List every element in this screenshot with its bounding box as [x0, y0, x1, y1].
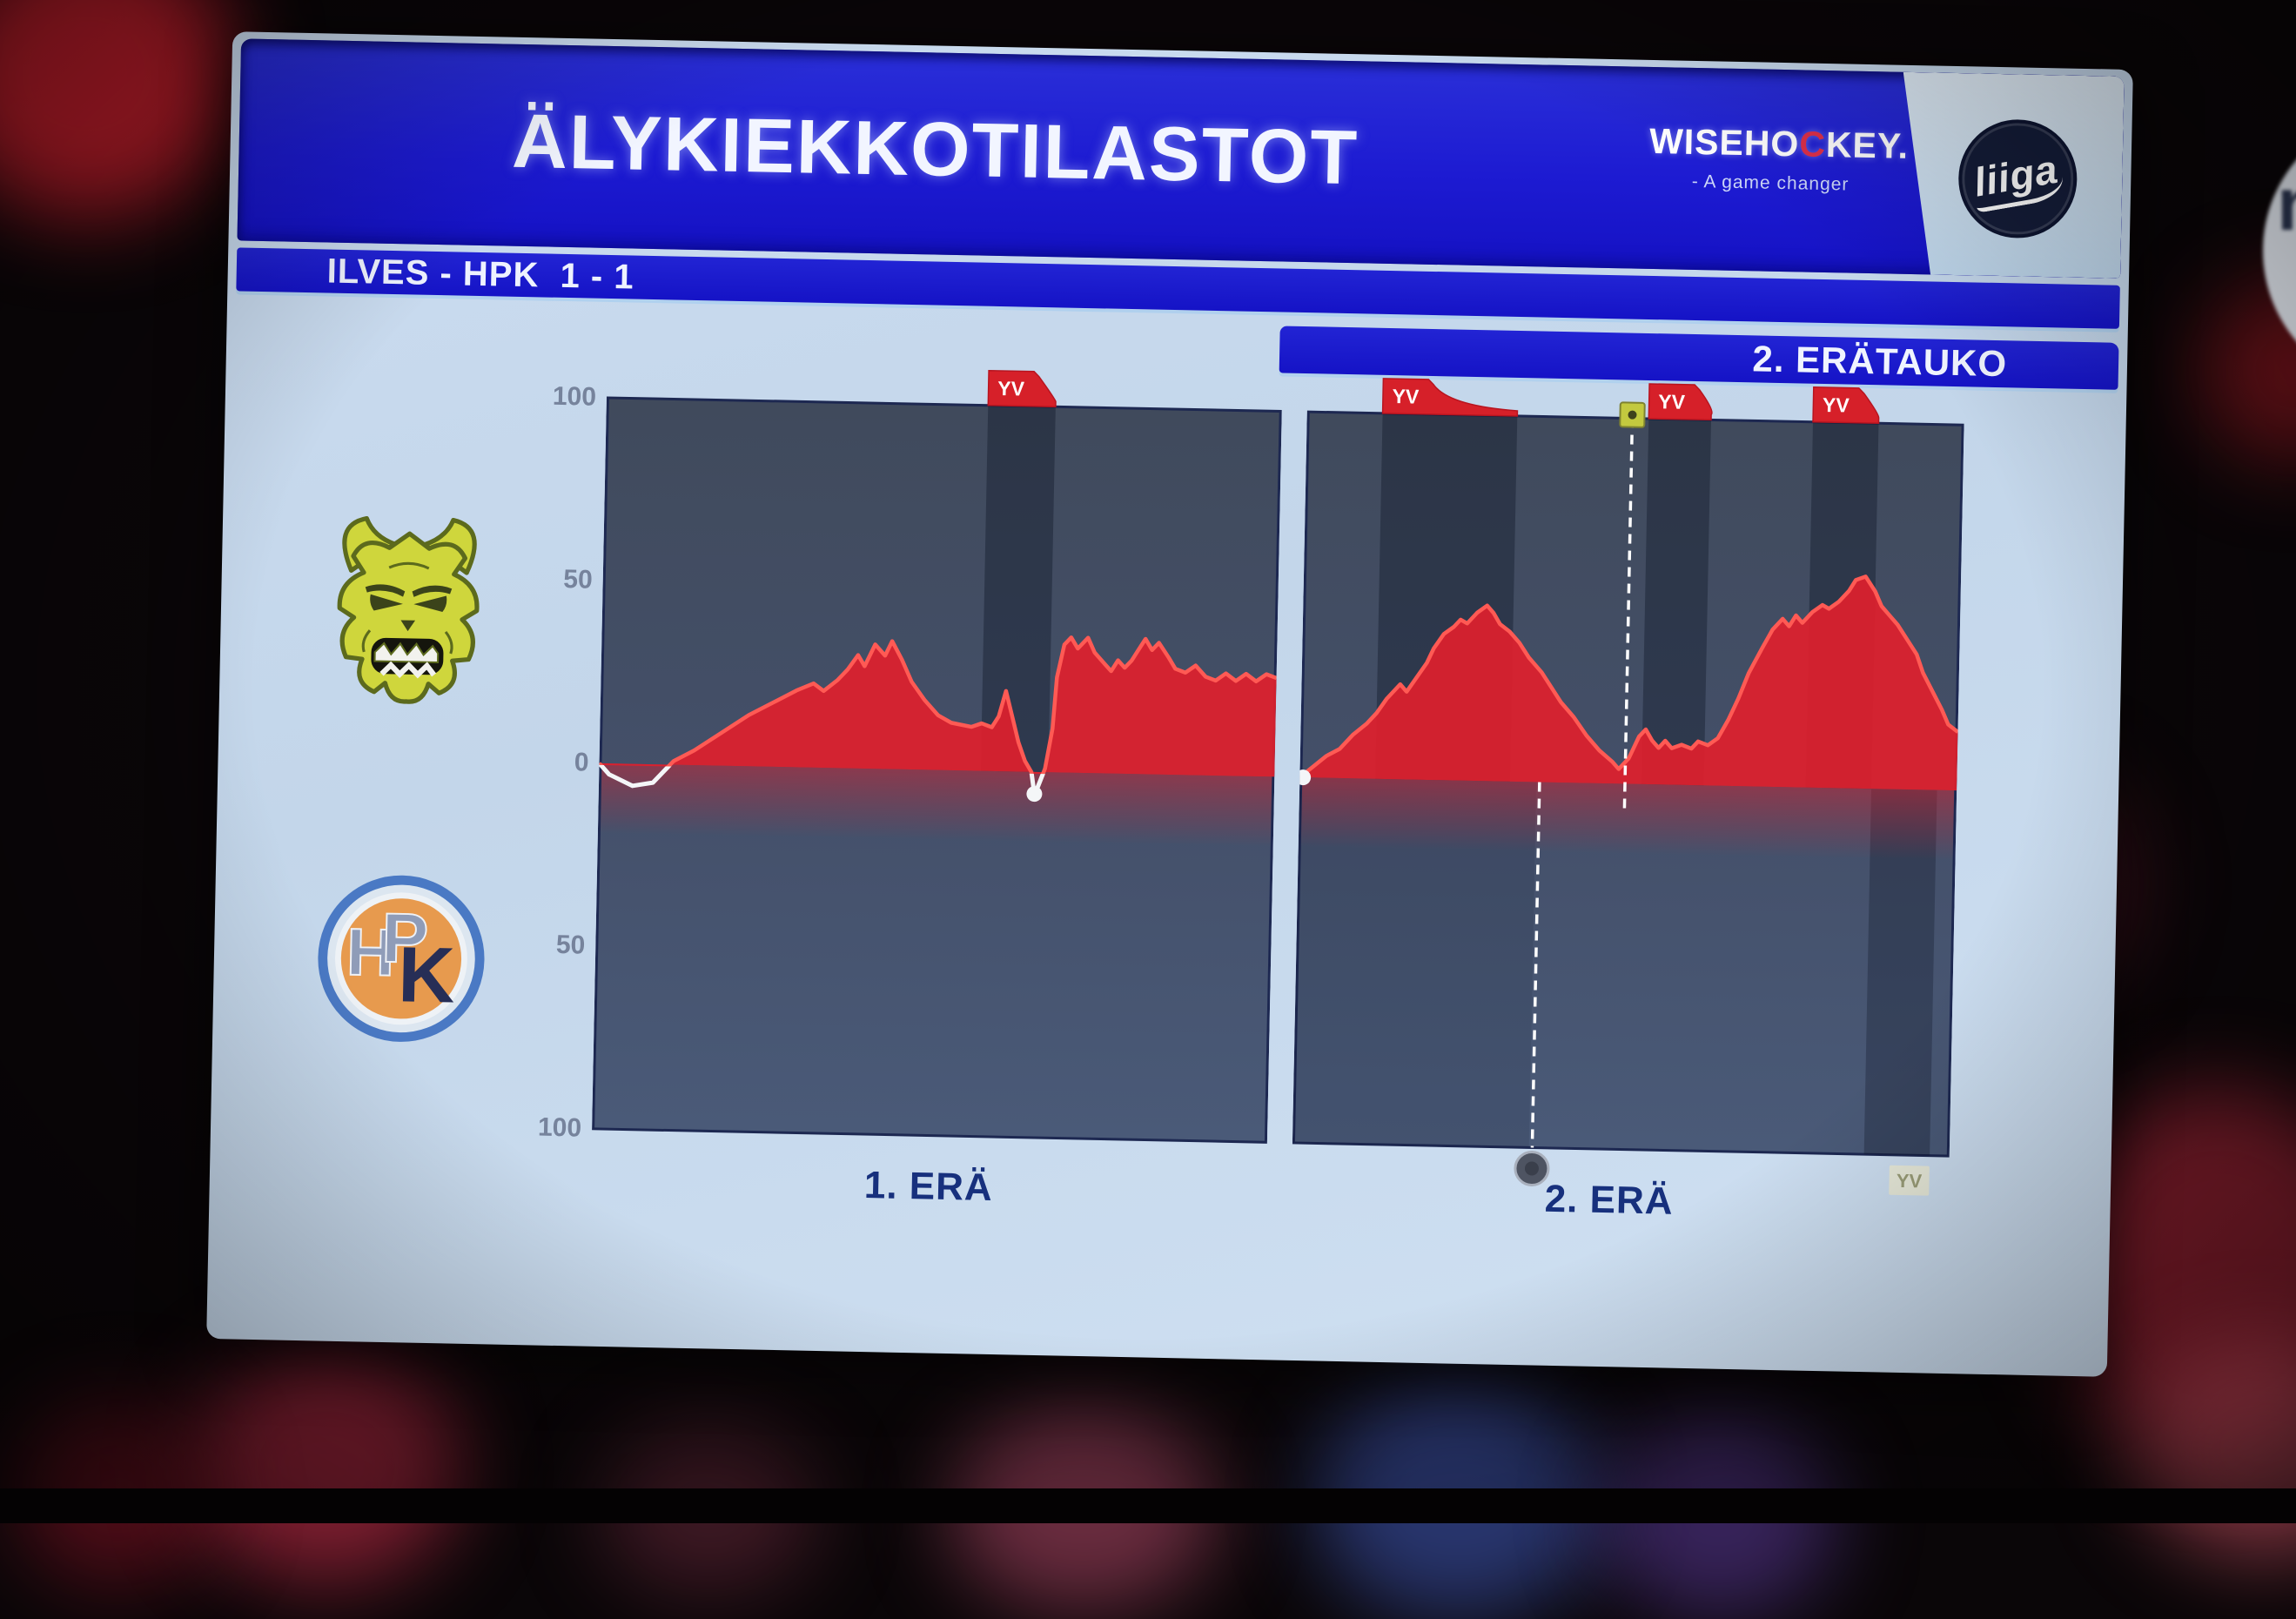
tv-bezel: [0, 1488, 2296, 1523]
photo-vignette: [0, 0, 2296, 1523]
